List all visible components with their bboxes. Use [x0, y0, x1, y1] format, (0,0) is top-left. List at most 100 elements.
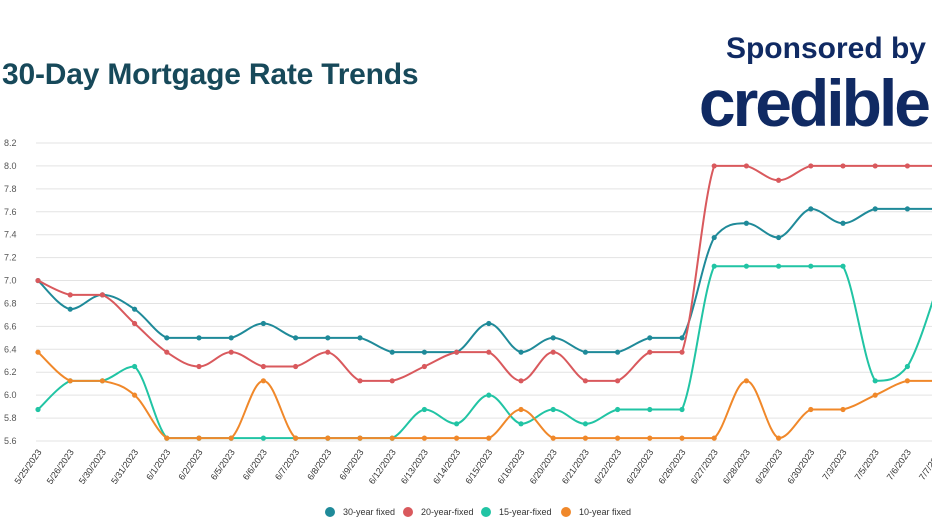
data-point-15-year-fixed: [904, 363, 911, 370]
data-point-10-year-fixed: [357, 435, 363, 441]
data-point-15-year-fixed: [454, 421, 460, 427]
data-point-15-year-fixed: [582, 421, 589, 427]
data-point-10-year-fixed: [743, 378, 750, 384]
data-point-20-year-fixed: [228, 349, 234, 355]
data-point-20-year-fixed: [550, 349, 556, 355]
x-tick-label: 6/5/2023: [209, 447, 237, 481]
data-point-30-year-fixed: [840, 220, 846, 226]
data-point-15-year-fixed: [743, 263, 750, 269]
data-point-20-year-fixed: [743, 163, 750, 169]
legend-label-10-year-fixed: 10-year fixed: [579, 507, 631, 517]
data-point-30-year-fixed: [872, 206, 878, 212]
data-point-10-year-fixed: [679, 435, 685, 441]
data-point-30-year-fixed: [228, 335, 234, 341]
data-point-10-year-fixed: [615, 435, 621, 441]
data-point-10-year-fixed: [776, 435, 782, 441]
legend-marker-15-year-fixed: [481, 507, 491, 517]
x-tick-label: 6/13/2023: [399, 447, 430, 486]
x-tick-label: 6/22/2023: [592, 447, 623, 486]
data-point-30-year-fixed: [325, 335, 331, 341]
data-point-20-year-fixed: [872, 163, 878, 169]
x-tick-label: 6/15/2023: [463, 447, 494, 486]
data-point-30-year-fixed: [357, 335, 363, 341]
data-point-20-year-fixed: [454, 349, 460, 355]
sponsor-logo: credible: [698, 66, 931, 140]
x-tick-label: 7/7/2023: [917, 447, 932, 481]
x-tick-label: 5/31/2023: [109, 447, 140, 486]
data-point-30-year-fixed: [164, 335, 170, 341]
data-point-20-year-fixed: [615, 378, 621, 384]
data-point-20-year-fixed: [132, 320, 138, 327]
data-point-20-year-fixed: [196, 363, 202, 370]
x-tick-label: 6/7/2023: [273, 447, 301, 481]
x-tick-label: 6/26/2023: [656, 447, 687, 486]
sponsor-label: Sponsored by: [725, 32, 926, 65]
legend-marker-20-year-fixed: [403, 507, 413, 517]
data-point-10-year-fixed: [132, 392, 138, 398]
data-point-20-year-fixed: [67, 292, 73, 298]
data-point-10-year-fixed: [35, 349, 41, 355]
data-point-30-year-fixed: [389, 349, 395, 355]
data-point-10-year-fixed: [904, 378, 911, 384]
data-point-20-year-fixed: [711, 163, 717, 169]
data-point-10-year-fixed: [260, 378, 266, 384]
legend-label-30-year-fixed: 30-year fixed: [343, 507, 395, 517]
series-line-20-year-fixed: [37, 164, 932, 382]
x-tick-label: 6/6/2023: [241, 447, 269, 481]
data-point-20-year-fixed: [582, 378, 589, 384]
data-point-30-year-fixed: [711, 234, 717, 241]
data-point-10-year-fixed: [228, 435, 234, 441]
y-tick-label: 6.0: [4, 390, 17, 400]
data-point-30-year-fixed: [196, 335, 202, 341]
data-point-30-year-fixed: [615, 349, 621, 355]
data-point-15-year-fixed: [808, 263, 814, 269]
data-point-20-year-fixed: [35, 277, 41, 284]
data-point-20-year-fixed: [421, 363, 427, 370]
data-point-15-year-fixed: [872, 378, 878, 384]
data-point-20-year-fixed: [486, 349, 492, 355]
y-tick-label: 7.0: [4, 276, 17, 286]
data-point-20-year-fixed: [293, 363, 299, 370]
y-tick-label: 6.6: [4, 321, 17, 331]
x-tick-label: 6/8/2023: [305, 447, 333, 481]
data-point-10-year-fixed: [872, 392, 878, 398]
data-point-30-year-fixed: [486, 320, 492, 327]
x-tick-label: 5/26/2023: [45, 447, 76, 486]
data-point-15-year-fixed: [647, 406, 653, 413]
data-point-15-year-fixed: [679, 406, 685, 413]
y-tick-label: 5.6: [4, 436, 17, 446]
data-point-10-year-fixed: [67, 378, 73, 384]
data-point-10-year-fixed: [421, 435, 427, 441]
data-point-10-year-fixed: [808, 406, 814, 413]
x-tick-label: 6/9/2023: [337, 447, 365, 481]
data-point-30-year-fixed: [776, 234, 782, 241]
data-point-10-year-fixed: [711, 435, 717, 441]
data-point-30-year-fixed: [132, 306, 138, 312]
data-point-10-year-fixed: [196, 435, 202, 441]
x-tick-label: 6/1/2023: [144, 447, 172, 481]
x-tick-label: 6/21/2023: [560, 447, 591, 486]
data-point-10-year-fixed: [293, 435, 299, 441]
x-tick-label: 6/20/2023: [528, 447, 559, 486]
y-tick-label: 7.8: [4, 184, 17, 194]
data-point-30-year-fixed: [260, 320, 266, 327]
x-tick-label: 6/29/2023: [753, 447, 784, 486]
data-point-10-year-fixed: [582, 435, 589, 441]
data-point-20-year-fixed: [776, 177, 782, 183]
data-point-10-year-fixed: [164, 435, 170, 441]
data-point-15-year-fixed: [260, 435, 266, 441]
x-tick-label: 6/12/2023: [367, 447, 398, 486]
y-tick-label: 8.2: [4, 138, 17, 148]
data-point-30-year-fixed: [808, 206, 814, 212]
legend-label-15-year-fixed: 15-year-fixed: [499, 507, 552, 517]
x-tick-label: 6/27/2023: [689, 447, 720, 486]
data-point-30-year-fixed: [518, 349, 524, 355]
y-tick-label: 7.2: [4, 253, 17, 263]
data-point-15-year-fixed: [132, 363, 138, 370]
chart-title: 30-Day Mortgage Rate Trends: [2, 58, 419, 91]
x-tick-label: 7/3/2023: [820, 447, 848, 481]
data-point-15-year-fixed: [518, 421, 524, 427]
legend-marker-30-year-fixed: [325, 507, 335, 517]
data-point-15-year-fixed: [421, 406, 427, 413]
x-tick-label: 5/25/2023: [12, 447, 43, 486]
